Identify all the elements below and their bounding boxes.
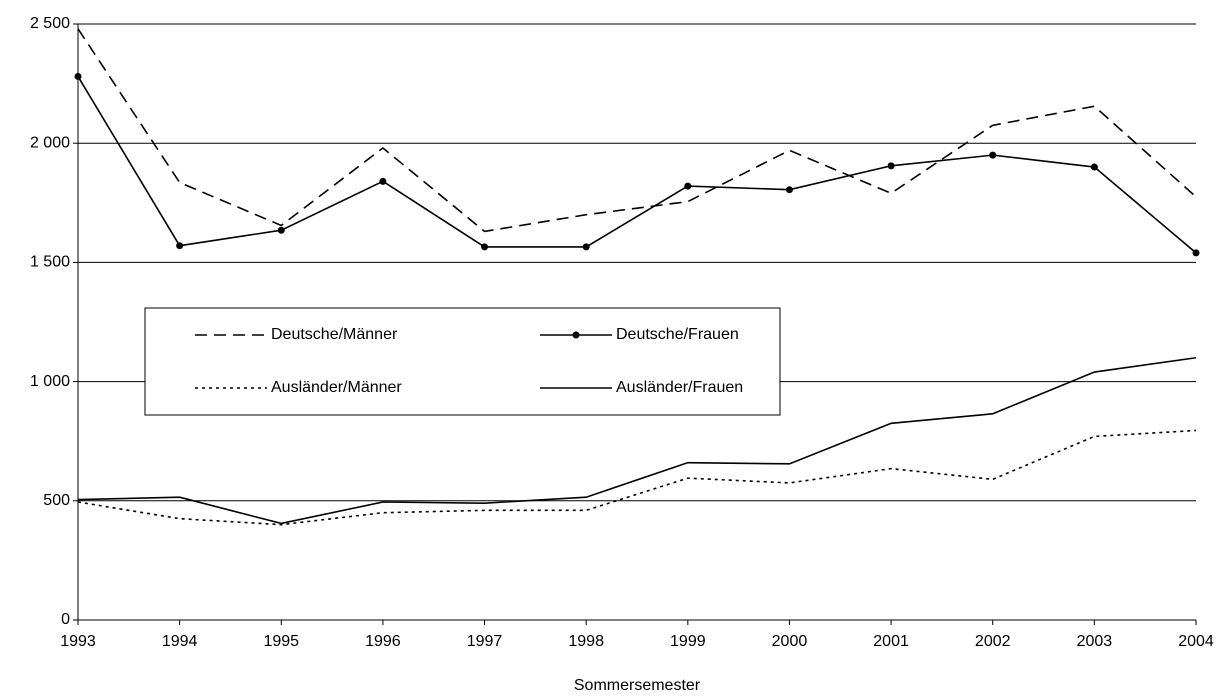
series-line	[77, 76, 1197, 254]
x-tick-label: 2000	[772, 633, 808, 650]
series-marker	[1090, 163, 1098, 171]
y-tick-label: 0	[61, 611, 70, 628]
series-marker	[176, 242, 184, 250]
y-tick-label: 1 500	[30, 254, 70, 271]
series-line	[77, 356, 1197, 525]
series-marker	[684, 182, 692, 190]
x-tick-label: 1997	[467, 633, 503, 650]
x-tick-label: 1998	[568, 633, 604, 650]
legend-box	[144, 307, 781, 416]
series-marker	[785, 186, 793, 194]
x-tick-label: 1993	[60, 633, 96, 650]
series-marker	[74, 72, 82, 80]
series-line	[77, 429, 1197, 526]
y-tick-label: 1 000	[30, 373, 70, 390]
series-marker	[887, 162, 895, 170]
x-tick-label: 2003	[1077, 633, 1113, 650]
series-marker	[989, 151, 997, 159]
x-tick-label: 2002	[975, 633, 1011, 650]
legend-label: Deutsche/Frauen	[616, 326, 739, 343]
series-marker	[1192, 249, 1200, 257]
x-axis-label: Sommersemester	[574, 677, 701, 694]
legend-label: Deutsche/Männer	[271, 326, 398, 343]
series-marker	[379, 177, 387, 185]
series-marker	[582, 243, 590, 251]
series-marker	[481, 243, 489, 251]
x-tick-label: 1996	[365, 633, 401, 650]
x-tick-label: 1999	[670, 633, 706, 650]
x-tick-label: 2001	[873, 633, 909, 650]
x-tick-label: 2004	[1178, 633, 1214, 650]
legend-marker	[572, 331, 580, 339]
series-marker	[277, 226, 285, 234]
y-tick-label: 2 500	[30, 15, 70, 32]
y-tick-label: 500	[43, 492, 70, 509]
y-tick-label: 2 000	[30, 134, 70, 151]
legend-label: Ausländer/Männer	[271, 379, 402, 396]
x-tick-label: 1995	[263, 633, 299, 650]
x-tick-label: 1994	[162, 633, 198, 650]
legend-label: Ausländer/Frauen	[616, 379, 743, 396]
series-line	[77, 28, 1197, 233]
